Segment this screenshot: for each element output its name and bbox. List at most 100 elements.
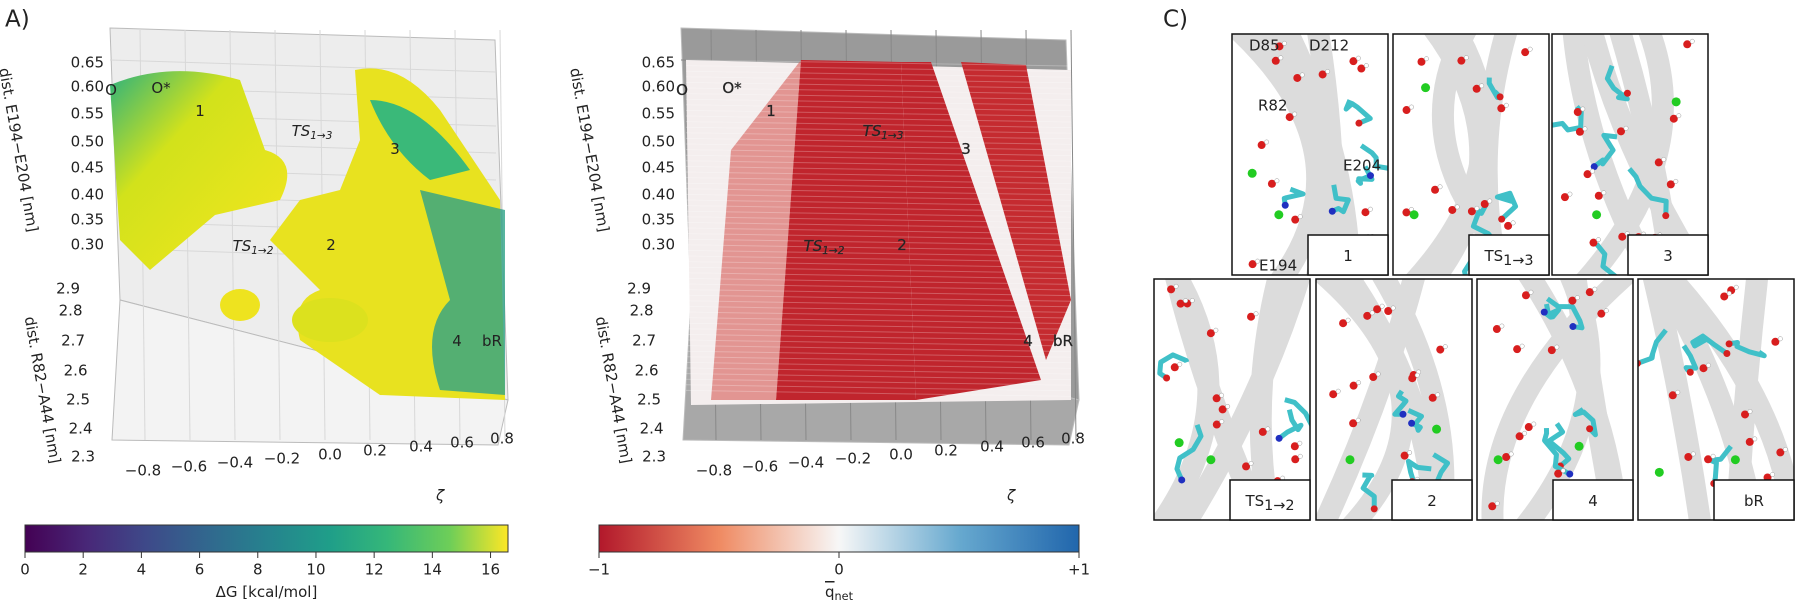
atom [1566, 470, 1574, 478]
water [1408, 374, 1417, 383]
scatter-row [685, 193, 1072, 201]
scatter-row [685, 339, 1072, 347]
water-h [1554, 344, 1560, 350]
water [1384, 306, 1393, 315]
water [1568, 296, 1577, 305]
residue [1708, 444, 1733, 485]
water-h [1173, 283, 1179, 289]
snapshot-label-main: TS [1244, 492, 1264, 510]
water-h [1603, 308, 1609, 314]
water-h [1510, 220, 1516, 226]
water-h [1442, 344, 1448, 350]
water [1267, 179, 1276, 188]
scatter-row [685, 93, 1072, 101]
water-h [1189, 298, 1195, 303]
x-tick-label: 0.8 [1061, 430, 1085, 448]
annotation-main: 3 [961, 140, 971, 158]
scatter-row [685, 109, 1072, 117]
y-tick-label: 2.4 [69, 420, 93, 438]
water [1589, 238, 1598, 247]
water-h [1414, 372, 1420, 378]
y-tick-label: 0.65 [71, 54, 104, 72]
panel-label: A) [5, 7, 30, 33]
pane-grid [109, 59, 497, 73]
water-h [1297, 214, 1303, 220]
snapshot-label-sub: 1→3 [1503, 253, 1533, 269]
water [1467, 207, 1476, 216]
water [1668, 391, 1677, 400]
water-h [1177, 361, 1183, 367]
annotation: 3 [390, 140, 400, 158]
residue [1360, 472, 1377, 509]
water-h [1676, 113, 1682, 119]
water-h [1508, 451, 1514, 457]
water [1699, 364, 1708, 373]
residue-label: D212 [1309, 37, 1349, 55]
annotation: 4 [1023, 332, 1033, 350]
annotation-main: TS [292, 122, 311, 140]
water-h [1661, 156, 1667, 162]
band [776, 60, 916, 400]
water-h [1363, 63, 1369, 68]
annotation-main: O [676, 81, 688, 99]
water [1349, 57, 1358, 66]
annotation-sub: 1→3 [310, 130, 332, 142]
water [1480, 200, 1489, 209]
water-h [1435, 392, 1441, 398]
water [1275, 42, 1284, 51]
atom [1328, 207, 1336, 215]
snapshot-label: 4 [1588, 492, 1598, 510]
panel-1: 0.650.600.550.500.450.400.350.302.92.82.… [566, 27, 1090, 603]
water [1271, 56, 1280, 65]
y-tick-label: 0.30 [71, 236, 104, 254]
residue [1277, 408, 1304, 441]
water-h [1528, 289, 1534, 295]
water-h [1297, 440, 1303, 446]
annotation-sub: 1→2 [822, 245, 844, 257]
annotation: O [676, 81, 688, 99]
annotation-main: 2 [897, 236, 907, 254]
water [1560, 193, 1569, 202]
water [1554, 469, 1563, 478]
colorbar [598, 524, 1080, 553]
residue [1592, 132, 1618, 169]
y-tick-label: 0.40 [71, 186, 104, 204]
y-tick-label: 2.8 [59, 302, 83, 320]
scatter-row [685, 373, 1072, 381]
y-tick-label: 0.45 [642, 159, 675, 177]
water [1218, 405, 1227, 414]
label-box [1391, 479, 1473, 521]
scatter-row [685, 199, 1072, 207]
residue [1690, 333, 1729, 356]
y-tick-label: 0.60 [642, 78, 675, 96]
water-h [1733, 284, 1739, 290]
scatter-row [685, 311, 1072, 319]
y-tick-label: 2.4 [640, 420, 664, 438]
annotation-main: 4 [452, 332, 462, 350]
ion [1274, 210, 1284, 220]
scatter-row [685, 255, 1072, 263]
water-h [1479, 83, 1485, 89]
water [1575, 127, 1584, 136]
scatter-row [685, 300, 1072, 308]
y-tick-label: 2.8 [630, 302, 654, 320]
residue-label: R82 [1258, 97, 1288, 115]
water [1291, 215, 1300, 224]
atom [1723, 349, 1731, 357]
atom [1163, 374, 1171, 382]
water [1436, 345, 1445, 354]
ion [1671, 97, 1681, 107]
annotation: TS1→2 [233, 237, 274, 258]
snapshot-label: TS1→3 [1483, 247, 1533, 270]
scatter-row [685, 356, 1072, 364]
water [1497, 104, 1506, 113]
colorbar-tick-label: 16 [481, 561, 500, 579]
scatter-row [685, 216, 1072, 224]
snapshot: 4 [1476, 278, 1634, 521]
annotation: TS1→3 [863, 122, 904, 143]
y-tick-label: 2.5 [637, 391, 661, 409]
water [1402, 106, 1411, 115]
annotation-sub: 1→2 [251, 245, 273, 257]
scatter-row [685, 389, 1072, 397]
water-h [1278, 55, 1284, 61]
